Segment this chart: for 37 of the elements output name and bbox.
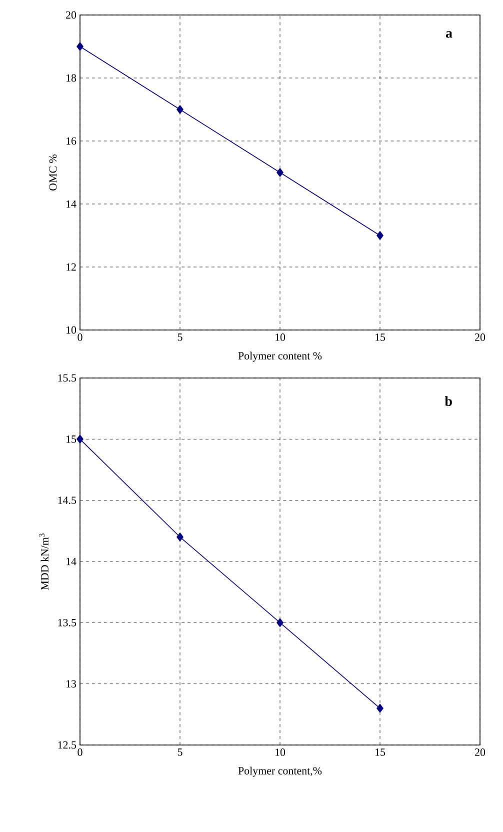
y-tick-label: 18 [66,74,76,82]
x-tick-label: 10 [275,334,286,341]
annotation: a [446,31,452,38]
annotation: b [444,396,452,406]
point [176,532,184,542]
y-tick-label: 12.5 [58,741,76,749]
y-tick-label: 13.5 [58,618,76,626]
point [176,105,184,114]
y-tick-label: 14 [66,558,76,566]
point [376,231,384,240]
y-axis-title: OMC % [49,154,57,190]
x-tick-label: 15 [375,334,386,341]
x-tick-label: 0 [78,748,82,756]
point [76,42,84,51]
y-tick-label: 15.5 [58,374,76,382]
x-tick-label: 0 [78,334,82,341]
y-axis-title: MDD kN/m$^{3}$ [39,533,48,590]
x-tick-label: 15 [375,748,386,756]
y-tick-label: 13 [66,680,76,688]
x-tick-label: 10 [275,748,286,756]
x-tick-label: 5 [178,748,182,756]
point [276,618,284,628]
y-tick-label: 14 [66,200,76,208]
x-tick-label: 5 [178,334,182,341]
y-tick-label: 15 [66,435,76,443]
y-tick-label: 14.5 [58,496,76,504]
point [276,168,284,177]
point [76,434,84,444]
point [376,704,384,713]
x-axis-title: Polymer content,% [238,766,322,777]
y-tick-label: 16 [66,137,76,145]
y-tick-label: 12 [66,263,76,271]
y-tick-label: 10 [66,326,76,334]
x-tick-label: 20 [475,334,486,341]
x-axis-title: Polymer content % [238,352,322,362]
x-tick-label: 20 [475,748,486,756]
y-tick-label: 20 [66,11,76,19]
